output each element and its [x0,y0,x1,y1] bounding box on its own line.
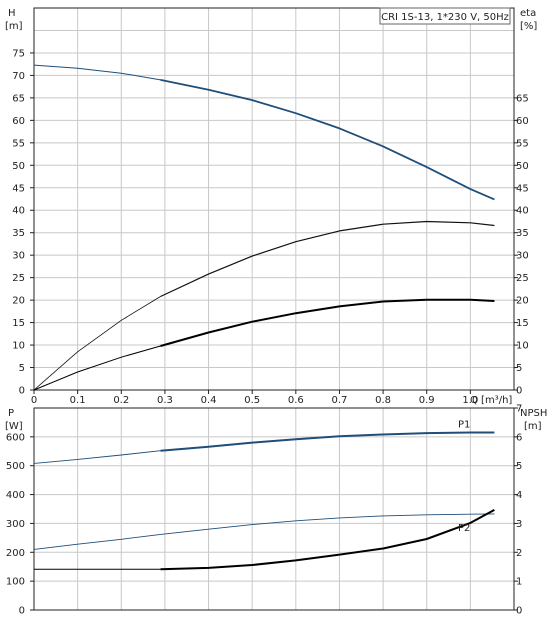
y-right-tick-label: 5 [516,461,522,472]
y-right-tick-label: 5 [516,363,522,374]
x-tick-label: 0.9 [419,395,435,406]
y-right-tick-label: 10 [516,341,529,352]
x-tick-label: 0.2 [113,395,129,406]
y-right-axis-unit: [m] [524,421,542,432]
y-left-axis-unit: [W] [5,421,23,432]
series-label-p2: P2 [458,523,470,534]
y-left-tick-label: 5 [19,363,25,374]
power-p1-curve-extended [33,450,161,464]
y-left-tick-label: 300 [6,519,25,530]
plot-frame-top [33,7,515,391]
y-right-tick-label: 65 [516,93,529,104]
y-right-tick-label: 0 [516,386,522,397]
x-tick-label: 0.7 [332,395,348,406]
y-left-tick-label: 200 [6,548,25,559]
y-left-tick-label: 400 [6,490,25,501]
x-tick-label: 0.6 [288,395,304,406]
y-left-axis-name: H [8,8,16,19]
y-left-tick-label: 500 [6,461,25,472]
y-right-tick-label: 4 [516,490,522,501]
y-left-tick-label: 100 [6,577,25,588]
y-left-tick-label: 50 [12,161,25,172]
y-left-tick-label: 0 [19,386,25,397]
y-right-tick-label: 40 [516,206,529,217]
y-left-tick-label: 75 [12,48,25,59]
y-right-tick-label: 25 [516,273,529,284]
series-label-p1: P1 [458,420,470,431]
y-right-tick-label: 6 [516,432,522,443]
y-left-tick-label: 40 [12,206,25,217]
y-right-tick-label: 2 [516,548,522,559]
x-tick-label: 0.5 [244,395,260,406]
y-left-tick-label: 70 [12,71,25,82]
y-left-tick-label: 0 [19,606,25,617]
y-right-tick-label: 20 [516,296,529,307]
y-left-tick-label: 600 [6,432,25,443]
y-left-tick-label: 35 [12,228,25,239]
x-tick-label: 0.8 [375,395,391,406]
title-box [379,7,511,25]
y-right-axis-name: NPSH [520,408,547,419]
power-p2-curve [160,513,495,535]
y-right-tick-label: 15 [516,318,529,329]
y-right-axis-name: eta [520,8,536,19]
y-left-tick-label: 30 [12,251,25,262]
x-tick-label: 0.1 [70,395,86,406]
efficiency-curve-total-extended [33,296,161,391]
head-curve [160,79,495,201]
y-left-tick-label: 20 [12,296,25,307]
y-right-tick-label: 45 [516,183,529,194]
y-right-tick-label: 1 [516,577,522,588]
power-p1-curve [160,431,495,452]
y-right-tick-label: 7 [516,404,522,415]
x-axis-label: Q [m³/h] [470,395,512,406]
y-left-tick-label: 25 [12,273,25,284]
y-right-tick-label: 30 [516,251,529,262]
y-right-tick-label: 60 [516,116,529,127]
y-left-axis-name: P [8,408,14,419]
plot-frame-bottom [33,407,515,611]
y-left-tick-label: 65 [12,93,25,104]
y-left-tick-label: 60 [12,116,25,127]
y-right-tick-label: 3 [516,519,522,530]
chart-title: CRI 1S-13, 1*230 V, 50Hz [381,12,509,23]
x-tick-label: 0 [31,395,37,406]
y-right-tick-label: 35 [516,228,529,239]
y-left-tick-label: 45 [12,183,25,194]
y-right-axis-unit: [%] [520,21,537,32]
efficiency-curve-total [160,220,495,298]
efficiency-curve-pump [160,298,495,347]
x-tick-label: 0.4 [201,395,217,406]
power-p2-curve-extended [33,533,161,550]
y-left-tick-label: 15 [12,318,25,329]
x-tick-label: 0.3 [157,395,173,406]
y-right-tick-label: 50 [516,161,529,172]
y-left-axis-unit: [m] [5,21,23,32]
npsh-curve [160,509,495,571]
efficiency-curve-pump-extended [33,345,161,391]
y-left-tick-label: 10 [12,341,25,352]
head-curve-extended [33,64,161,81]
y-left-tick-label: 55 [12,138,25,149]
y-right-tick-label: 55 [516,138,529,149]
y-right-tick-label: 0 [516,606,522,617]
x-tick-label: 1.0 [462,395,478,406]
